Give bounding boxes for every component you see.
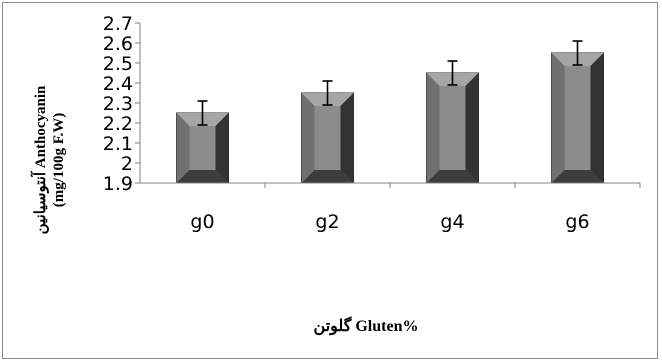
bar-bevel-left — [426, 73, 440, 183]
y-tick-label: 2.7 — [103, 13, 133, 35]
y-tick-label: 2.5 — [103, 53, 133, 75]
y-axis-label-line2: (mg/100g F.W) — [51, 113, 67, 207]
error-bar-g6 — [572, 40, 583, 66]
x-category-label: g4 — [440, 211, 464, 233]
bar-bevel-bottom — [176, 170, 229, 183]
bar-bevel-left — [301, 93, 315, 183]
bar-inner — [189, 126, 216, 170]
bar-g6 — [551, 52, 604, 184]
error-bar-g2 — [322, 80, 333, 106]
bar-bevel-right — [465, 73, 479, 183]
bar-bevel-bottom — [551, 170, 604, 183]
y-tick-label: 2.4 — [103, 73, 133, 95]
bar-inner — [439, 86, 466, 170]
bar-g4 — [426, 72, 479, 184]
x-axis-label: گلوتن Gluten% — [314, 316, 419, 336]
error-bars — [197, 40, 583, 126]
y-tick-label: 1.9 — [103, 173, 133, 195]
x-category-labels: g0 g2 g4 g6 — [190, 183, 641, 233]
y-tick-label: 2.6 — [103, 33, 133, 55]
bar-bevel-left — [176, 113, 190, 183]
bar-bevel-bottom — [426, 170, 479, 183]
error-bar-g4 — [447, 60, 458, 86]
y-axis-label-line1: آنتوسیانین Anthocyanin — [30, 85, 49, 234]
bar-g2 — [301, 92, 354, 184]
y-tick-label: 2.3 — [103, 93, 133, 115]
bar-bevel-bottom — [301, 170, 354, 183]
y-tick-label: 2 — [121, 153, 133, 175]
bar-inner — [314, 106, 341, 170]
bar-bevel-left — [551, 53, 565, 183]
y-tick-label: 2.2 — [103, 113, 133, 135]
bar-bevel-right — [590, 53, 604, 183]
bar-inner — [564, 66, 591, 170]
bar-bevel-right — [340, 93, 354, 183]
x-category-label: g0 — [190, 211, 214, 233]
x-category-label: g6 — [565, 211, 589, 233]
y-tick-label: 2.1 — [103, 133, 133, 155]
x-category-label: g2 — [315, 211, 339, 233]
bar-bevel-right — [215, 113, 229, 183]
bar-g0 — [176, 112, 229, 184]
y-tick-labels: 1.922.12.22.32.42.52.62.7 — [103, 13, 140, 195]
bars — [176, 52, 604, 184]
error-bar-g0 — [197, 100, 208, 126]
